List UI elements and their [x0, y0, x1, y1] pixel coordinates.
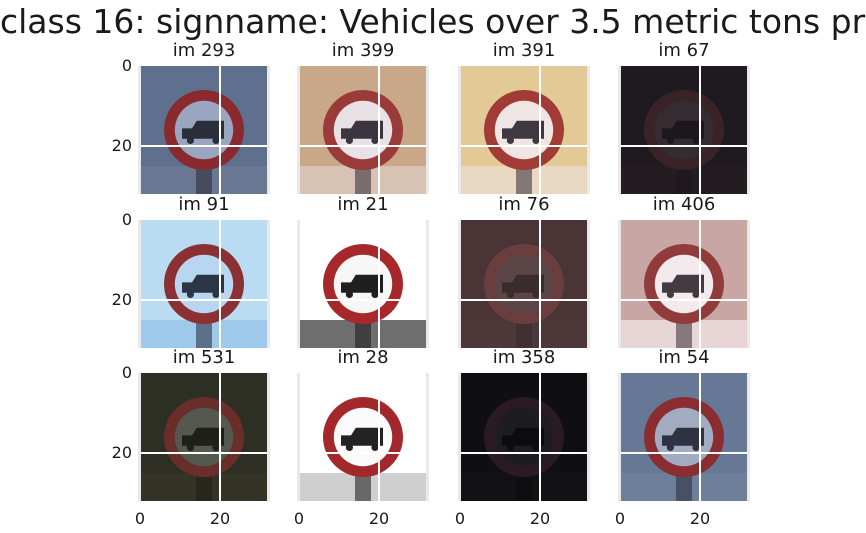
panel-title: im 391	[492, 40, 556, 61]
image-panel: im 76	[458, 194, 590, 348]
x-tick-label: 0	[134, 509, 146, 528]
axis-spine	[138, 220, 141, 348]
y-tick-label: 0	[121, 210, 132, 229]
traffic-sign-image	[620, 373, 748, 501]
y-tick-label: 20	[111, 290, 132, 309]
traffic-sign-image	[140, 373, 268, 501]
axis-spine	[587, 373, 590, 501]
axis-spine	[618, 373, 621, 501]
y-tick-label: 20	[111, 443, 132, 462]
panel-title: im 28	[337, 347, 389, 368]
x-tick-label: 20	[529, 509, 551, 528]
panel-title: im 358	[492, 347, 556, 368]
image-panel: im 28	[297, 347, 429, 501]
axis-spine	[458, 66, 461, 194]
axis-spine	[458, 220, 461, 348]
x-tick-label: 0	[454, 509, 466, 528]
axis-spine	[426, 66, 429, 194]
axis-spine	[297, 66, 300, 194]
traffic-sign-image	[299, 66, 427, 194]
image-panel: im 54	[618, 347, 750, 501]
axis-spine	[138, 373, 141, 501]
traffic-sign-image	[620, 66, 748, 194]
axis-spine	[297, 220, 300, 348]
panel-title: im 399	[331, 40, 395, 61]
image-panel: im 391	[458, 40, 590, 194]
panel-title: im 54	[658, 347, 710, 368]
axis-spine	[618, 220, 621, 348]
image-panel: im 91	[138, 194, 270, 348]
axis-spine	[426, 373, 429, 501]
x-tick-label: 20	[209, 509, 231, 528]
image-panel: im 406	[618, 194, 750, 348]
y-tick-label: 0	[121, 56, 132, 75]
axis-spine	[587, 66, 590, 194]
panel-title: im 293	[172, 40, 236, 61]
traffic-sign-image	[460, 66, 588, 194]
image-panel: im 293	[138, 40, 270, 194]
axis-spine	[267, 220, 270, 348]
image-panel: im 358	[458, 347, 590, 501]
traffic-sign-image	[299, 373, 427, 501]
axis-spine	[426, 220, 429, 348]
image-panel: im 531	[138, 347, 270, 501]
axis-spine	[267, 66, 270, 194]
traffic-sign-image	[299, 220, 427, 348]
axis-spine	[618, 66, 621, 194]
panel-title: im 531	[172, 347, 236, 368]
axis-spine	[297, 373, 300, 501]
y-tick-label: 20	[111, 136, 132, 155]
panel-title: im 67	[658, 40, 710, 61]
panel-title: im 91	[178, 194, 230, 215]
x-tick-label: 20	[689, 509, 711, 528]
image-panel: im 67	[618, 40, 750, 194]
y-tick-label: 0	[121, 363, 132, 382]
image-panel: im 399	[297, 40, 429, 194]
axis-spine	[458, 373, 461, 501]
x-tick-label: 0	[614, 509, 626, 528]
traffic-sign-image	[620, 220, 748, 348]
axis-spine	[747, 373, 750, 501]
figure-title: class 16: signname: Vehicles over 3.5 me…	[0, 2, 866, 41]
panel-title: im 76	[498, 194, 550, 215]
axis-spine	[587, 220, 590, 348]
traffic-sign-image	[460, 373, 588, 501]
traffic-sign-image	[140, 220, 268, 348]
panel-title: im 406	[652, 194, 716, 215]
traffic-sign-image	[460, 220, 588, 348]
traffic-sign-image	[140, 66, 268, 194]
image-panel: im 21	[297, 194, 429, 348]
axis-spine	[747, 220, 750, 348]
x-tick-label: 0	[293, 509, 305, 528]
axis-spine	[138, 66, 141, 194]
x-tick-label: 20	[368, 509, 390, 528]
panel-title: im 21	[337, 194, 389, 215]
axis-spine	[267, 373, 270, 501]
axis-spine	[747, 66, 750, 194]
